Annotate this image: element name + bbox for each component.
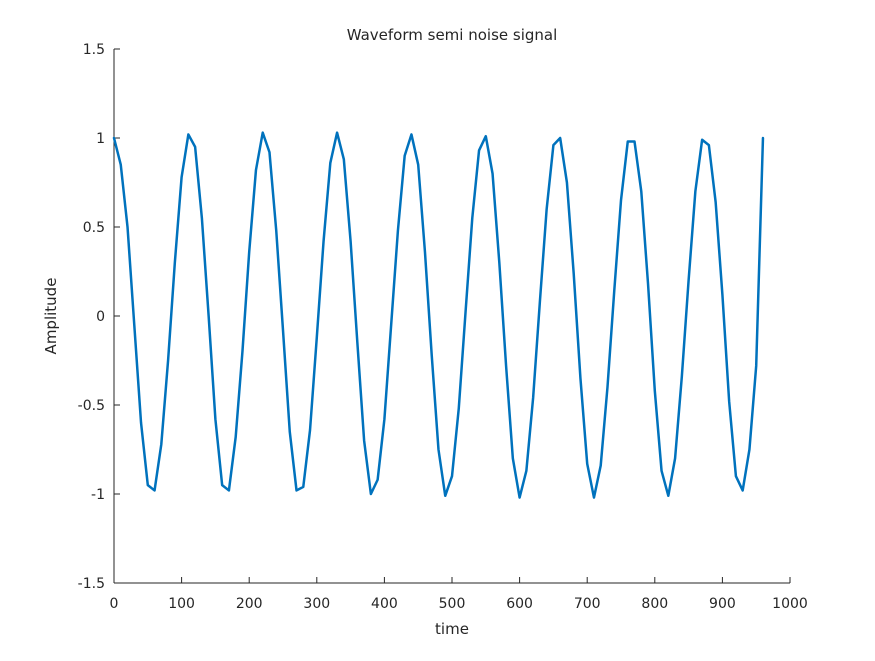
x-tick-label: 800 <box>641 596 668 612</box>
series-line <box>112 131 765 499</box>
y-tick-label: 0.5 <box>83 220 105 236</box>
axes: 0 100 200 300 400 500 600 700 800 900 1000 -1.5 -1 -0… <box>78 42 808 612</box>
x-tick-label: 900 <box>709 596 736 612</box>
chart-title: Waveform semi noise signal <box>347 26 558 44</box>
y-tick-label: 1 <box>96 131 105 147</box>
x-tick-label: 600 <box>506 596 533 612</box>
x-tick-label: 300 <box>303 596 330 612</box>
y-tick-label: 0 <box>96 309 105 325</box>
x-tick-label: 700 <box>574 596 601 612</box>
x-tick-label: 200 <box>236 596 263 612</box>
y-tick-label: -1.5 <box>78 576 105 592</box>
y-tick-label: -0.5 <box>78 398 105 414</box>
x-tick-label: 0 <box>110 596 119 612</box>
x-tick-label: 100 <box>168 596 195 612</box>
x-tick-label: 500 <box>439 596 466 612</box>
y-tick-label: -1 <box>91 487 105 503</box>
x-axis-label: time <box>435 620 469 638</box>
x-tick-label: 1000 <box>772 596 808 612</box>
y-tick-label: 1.5 <box>83 42 105 58</box>
plot-area <box>112 131 765 499</box>
x-tick-label: 400 <box>371 596 398 612</box>
y-axis-label: Amplitude <box>42 278 60 355</box>
